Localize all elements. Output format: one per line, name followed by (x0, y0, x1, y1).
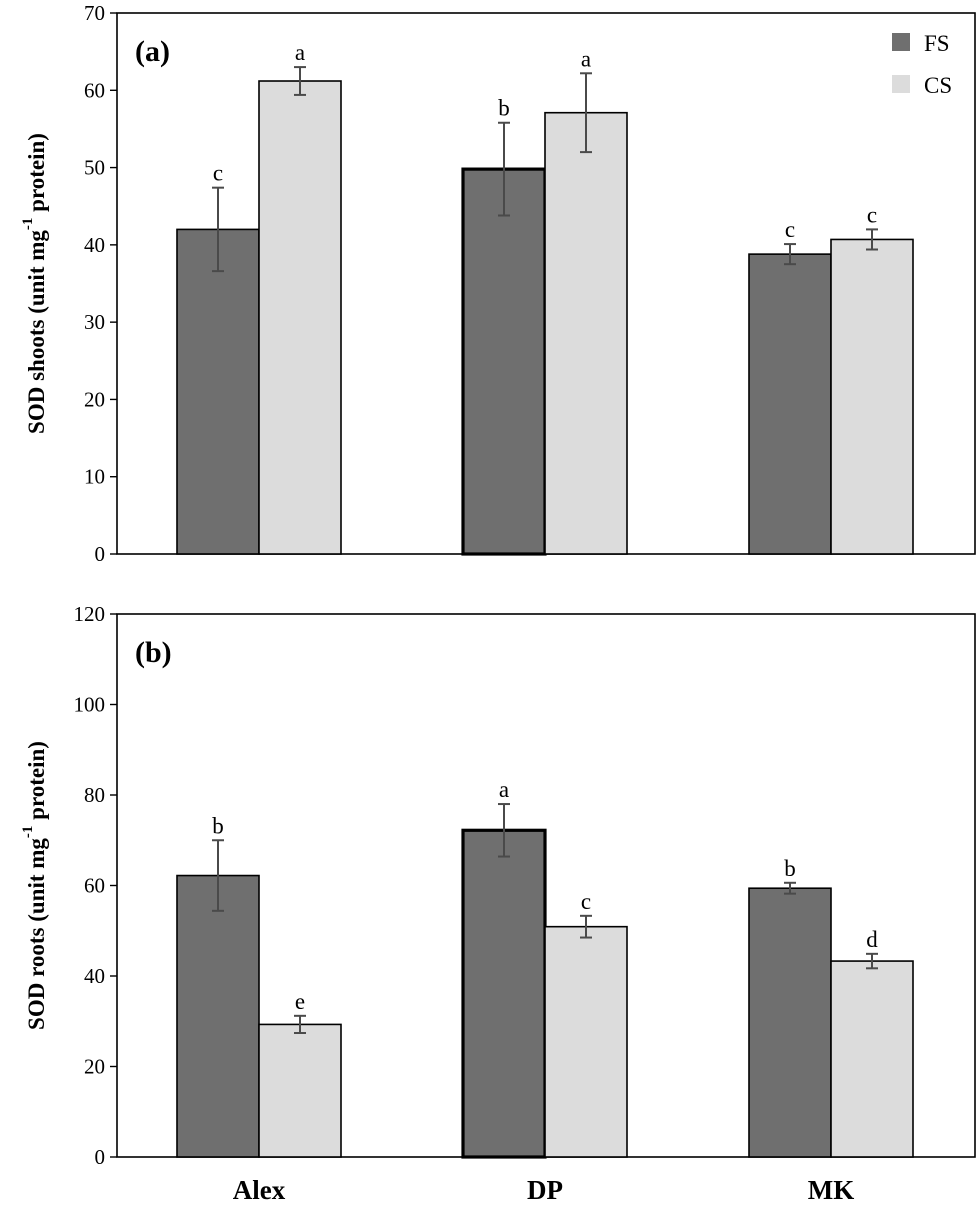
panel-b-significance-letter: d (866, 927, 878, 952)
panel-a-bar-mk-fs (748, 253, 832, 555)
legend-label-cs: CS (924, 73, 952, 98)
panel-b-bar-alex-fs (176, 874, 260, 1158)
panel-a-ytick-label: 40 (84, 233, 105, 257)
panel-b-significance-letter: c (581, 889, 591, 914)
panel-b-ytick-label: 100 (74, 693, 106, 717)
panel-a-ylabel-superscript: -1 (20, 218, 36, 231)
panel-b-ylabel-superscript: -1 (20, 826, 36, 839)
panel-a-significance-letter: b (498, 96, 510, 121)
panel-a-bar-dp-fs (461, 167, 547, 556)
legend-swatch-cs (892, 75, 910, 93)
panel-a-significance-letter: a (295, 40, 305, 65)
panel-a: 0 10 20 30 40 50 60 70 SOD shoots (unit mg-1 pro… (20, 1, 976, 566)
panel-b-ylabel-tail: protein) (24, 741, 49, 826)
panel-a-bar-dp-cs (544, 111, 628, 555)
panel-b-bar-dp-fs (461, 828, 547, 1159)
panel-b-bar-dp-cs (544, 925, 628, 1158)
panel-a-ytick-label: 60 (84, 78, 105, 102)
panel-a-ytick-label: 0 (95, 542, 106, 566)
panel-b: 0 20 40 60 80 100 120 SOD roots (unit mg-1 prot… (20, 602, 976, 1205)
panel-a-ytick-label: 20 (84, 387, 105, 411)
panel-b-significance-letter: a (499, 777, 509, 802)
panel-b-bar-mk-fs (748, 887, 832, 1158)
panel-a-ytick-label: 10 (84, 465, 105, 489)
panel-a-significance-letter: c (785, 217, 795, 242)
panel-b-bar-alex-cs (258, 1023, 342, 1158)
panel-b-label: (b) (135, 636, 172, 669)
panel-b-ylabel-main: SOD roots (unit mg (24, 838, 49, 1030)
panel-a-ytick-label: 30 (84, 310, 105, 334)
panel-b-significance-letter: b (784, 856, 796, 881)
category-label-dp: DP (527, 1175, 563, 1205)
panel-b-bar-mk-cs (830, 960, 914, 1158)
category-label-alex: Alex (233, 1175, 286, 1205)
panel-b-significance-letter: b (212, 813, 224, 838)
panel-b-ylabel: SOD roots (unit mg-1 protein) (20, 741, 49, 1030)
panel-a-bar-alex-cs (258, 80, 342, 555)
panel-a-ylabel-main: SOD shoots (unit mg (24, 230, 49, 434)
panel-b-ytick-label: 120 (74, 602, 106, 626)
panel-a-bar-mk-cs (830, 238, 914, 555)
panel-b-ytick-label: 40 (84, 964, 105, 988)
panel-a-significance-letter: a (581, 46, 591, 71)
panel-b-ytick-label: 80 (84, 783, 105, 807)
legend-label-fs: FS (924, 31, 950, 56)
panel-b-ytick-label: 20 (84, 1055, 105, 1079)
panel-a-significance-letter: c (213, 161, 223, 186)
panel-b-significance-letter: e (295, 989, 305, 1014)
panel-a-label: (a) (135, 35, 170, 68)
panel-a-significance-letter: c (867, 202, 877, 227)
panel-a-ylabel-tail: protein) (24, 133, 49, 218)
panel-a-bar-alex-fs (176, 228, 260, 555)
panel-a-ylabel: SOD shoots (unit mg-1 protein) (20, 133, 49, 434)
panel-b-ytick-label: 60 (84, 874, 105, 898)
legend-swatch-fs (892, 33, 910, 51)
panel-b-ytick-label: 0 (95, 1145, 106, 1169)
panel-a-ytick-label: 50 (84, 156, 105, 180)
category-label-mk: MK (808, 1175, 855, 1205)
panel-a-ytick-label: 70 (84, 1, 105, 25)
